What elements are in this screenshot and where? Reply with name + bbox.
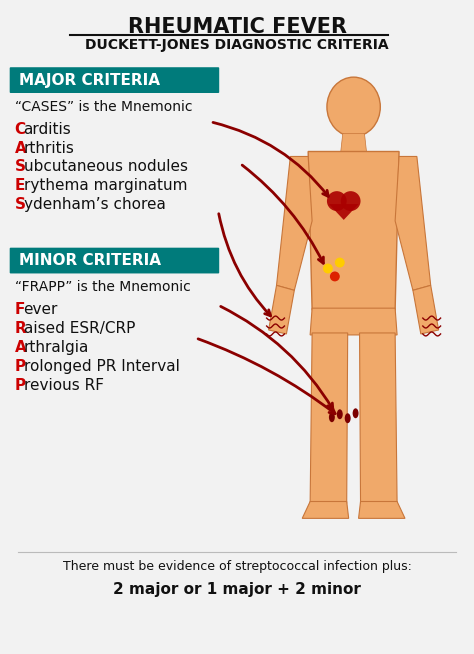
Polygon shape bbox=[413, 285, 438, 334]
Text: RHEUMATIC FEVER: RHEUMATIC FEVER bbox=[128, 16, 346, 37]
Ellipse shape bbox=[335, 258, 345, 267]
Text: rolonged PR Interval: rolonged PR Interval bbox=[24, 359, 179, 373]
Ellipse shape bbox=[337, 409, 343, 419]
Polygon shape bbox=[308, 152, 399, 310]
FancyBboxPatch shape bbox=[9, 67, 219, 93]
Text: P: P bbox=[15, 377, 26, 392]
Text: There must be evidence of streptococcal infection plus:: There must be evidence of streptococcal … bbox=[63, 560, 411, 573]
Text: MINOR CRITERIA: MINOR CRITERIA bbox=[18, 253, 161, 268]
Ellipse shape bbox=[353, 408, 358, 418]
Polygon shape bbox=[310, 308, 397, 335]
Ellipse shape bbox=[327, 191, 346, 211]
Text: ever: ever bbox=[24, 302, 58, 317]
Polygon shape bbox=[310, 333, 348, 504]
Polygon shape bbox=[360, 333, 397, 504]
Text: R: R bbox=[15, 321, 27, 336]
Ellipse shape bbox=[345, 413, 351, 423]
Text: A: A bbox=[15, 141, 27, 156]
Text: rthralgia: rthralgia bbox=[24, 340, 89, 355]
Polygon shape bbox=[302, 502, 349, 519]
Text: DUCKETT-JONES DIAGNOSTIC CRITERIA: DUCKETT-JONES DIAGNOSTIC CRITERIA bbox=[85, 39, 389, 52]
Polygon shape bbox=[269, 285, 294, 334]
Ellipse shape bbox=[323, 264, 333, 273]
Text: E: E bbox=[15, 179, 25, 194]
Polygon shape bbox=[341, 133, 366, 152]
Ellipse shape bbox=[330, 271, 340, 281]
Text: aised ESR/CRP: aised ESR/CRP bbox=[24, 321, 135, 336]
Text: F: F bbox=[15, 302, 25, 317]
Polygon shape bbox=[276, 156, 312, 290]
Polygon shape bbox=[329, 204, 358, 220]
Polygon shape bbox=[358, 502, 405, 519]
Polygon shape bbox=[395, 156, 431, 290]
Text: S: S bbox=[15, 160, 26, 175]
Ellipse shape bbox=[329, 412, 335, 422]
Text: ydenham’s chorea: ydenham’s chorea bbox=[24, 197, 165, 212]
Text: C: C bbox=[15, 122, 26, 137]
Text: revious RF: revious RF bbox=[24, 377, 103, 392]
Text: arditis: arditis bbox=[24, 122, 71, 137]
Text: A: A bbox=[15, 340, 27, 355]
Text: rthritis: rthritis bbox=[24, 141, 74, 156]
Text: “CASES” is the Mnemonic: “CASES” is the Mnemonic bbox=[15, 100, 192, 114]
Text: P: P bbox=[15, 359, 26, 373]
Text: 2 major or 1 major + 2 minor: 2 major or 1 major + 2 minor bbox=[113, 582, 361, 597]
Text: rythema marginatum: rythema marginatum bbox=[24, 179, 187, 194]
Text: S: S bbox=[15, 197, 26, 212]
Text: ubcutaneous nodules: ubcutaneous nodules bbox=[24, 160, 188, 175]
Ellipse shape bbox=[341, 191, 361, 211]
Text: MAJOR CRITERIA: MAJOR CRITERIA bbox=[18, 73, 160, 88]
Ellipse shape bbox=[327, 77, 380, 137]
Text: “FRAPP” is the Mnemonic: “FRAPP” is the Mnemonic bbox=[15, 281, 191, 294]
FancyBboxPatch shape bbox=[9, 248, 219, 273]
